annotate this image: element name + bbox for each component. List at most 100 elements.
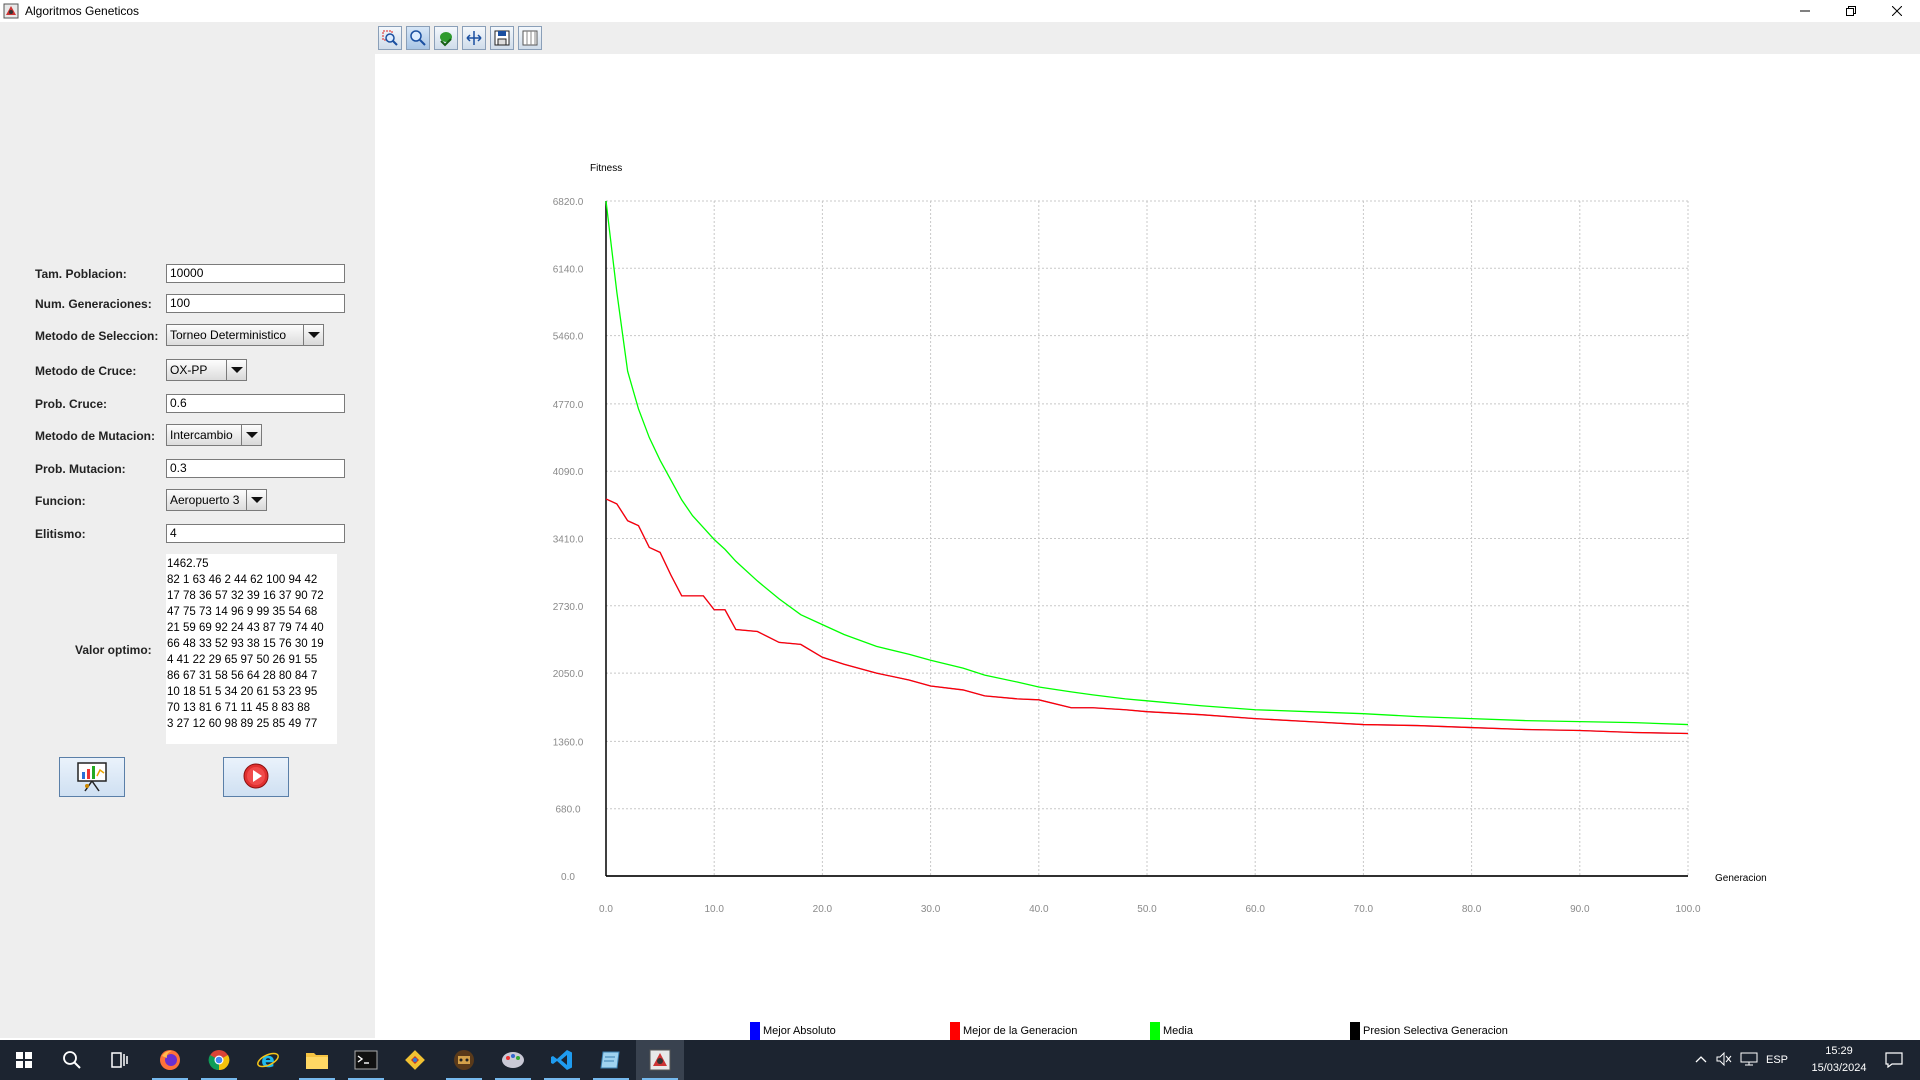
chrome-icon[interactable] — [195, 1040, 243, 1080]
num-generaciones-input[interactable]: 100 — [166, 294, 345, 313]
x-tick-label: 50.0 — [1137, 904, 1157, 915]
legend-item-mejor-absoluto: Mejor Absoluto — [750, 1022, 836, 1040]
funcion-label: Funcion: — [35, 494, 86, 508]
optimo-line: 70 13 81 6 71 11 45 8 83 88 — [167, 702, 311, 714]
chevron-down-icon[interactable] — [226, 360, 246, 380]
valor-optimo-textarea[interactable]: 1462.75 82 1 63 46 2 44 62 100 94 42 17 … — [166, 554, 337, 744]
y-axis-label: Fitness — [590, 163, 622, 174]
x-tick-label: 30.0 — [921, 904, 941, 915]
notepad-icon[interactable] — [587, 1040, 635, 1080]
metodo-mutacion-value: Intercambio — [170, 428, 233, 442]
optimo-line: 17 78 36 57 32 39 16 37 90 72 — [167, 590, 324, 602]
legend-swatch — [1350, 1022, 1360, 1040]
clock[interactable]: 15:29 15/03/2024 — [1804, 1043, 1874, 1077]
zoom-icon[interactable] — [406, 26, 430, 50]
legend-item-mejor-generacion: Mejor de la Generacion — [950, 1022, 1077, 1040]
minimize-icon[interactable] — [1782, 0, 1828, 22]
optimo-line: 47 75 73 14 96 9 99 35 54 68 — [167, 606, 318, 618]
y-tick-label: 5460.0 — [553, 332, 584, 343]
fitness-chart: 0.0 10.0 20.0 30.0 40.0 50.0 60.0 70.0 80.0 90.0 1… — [553, 163, 1767, 915]
clock-date: 15/03/2024 — [1811, 1062, 1867, 1074]
run-button[interactable] — [223, 757, 289, 797]
internet-explorer-icon[interactable]: e — [244, 1040, 292, 1080]
metodo-seleccion-select[interactable]: Torneo Deterministico — [166, 324, 324, 346]
git-icon[interactable] — [391, 1040, 439, 1080]
chart-toolbar — [375, 22, 1920, 54]
optimo-line: 4 41 22 29 65 97 50 26 91 55 — [167, 654, 318, 666]
save-icon[interactable] — [490, 26, 514, 50]
funcion-select[interactable]: Aeropuerto 3 — [166, 489, 267, 511]
x-tick-label: 80.0 — [1462, 904, 1482, 915]
svg-text:e: e — [261, 1048, 275, 1072]
legend-swatch — [750, 1022, 760, 1040]
chevron-down-icon[interactable] — [246, 490, 266, 510]
y-tick-label: 6140.0 — [553, 264, 584, 275]
x-tick-label: 40.0 — [1029, 904, 1049, 915]
fit-to-view-icon[interactable] — [462, 26, 486, 50]
optimo-line: 10 18 51 5 34 20 61 53 23 95 — [167, 686, 318, 698]
legend-swatch — [1150, 1022, 1160, 1040]
metodo-mutacion-label: Metodo de Mutacion: — [35, 429, 155, 443]
language-indicator[interactable]: ESP — [1765, 1054, 1788, 1066]
prob-cruce-input[interactable]: 0.6 — [166, 394, 345, 413]
y-tick-label: 4770.0 — [553, 400, 584, 411]
y-tick-label: 1360.0 — [553, 737, 584, 748]
notification-icon[interactable] — [1868, 1040, 1920, 1080]
java-app-icon[interactable] — [636, 1040, 684, 1080]
terminal-icon[interactable] — [342, 1040, 390, 1080]
x-tick-label: 100.0 — [1675, 904, 1700, 915]
firefox-icon[interactable] — [146, 1040, 194, 1080]
tam-poblacion-input[interactable]: 10000 — [166, 264, 345, 283]
optimo-line: 82 1 63 46 2 44 62 100 94 42 — [167, 574, 318, 586]
game-app-icon[interactable] — [440, 1040, 488, 1080]
elitismo-input[interactable]: 4 — [166, 524, 345, 543]
valor-optimo-label: Valor optimo: — [75, 643, 152, 657]
restore-icon[interactable] — [1828, 0, 1874, 22]
elitismo-label: Elitismo: — [35, 527, 86, 541]
x-tick-label: 0.0 — [599, 904, 613, 915]
y-tick-label: 680.0 — [555, 805, 580, 816]
file-explorer-icon[interactable] — [293, 1040, 341, 1080]
system-tray: ESP — [1690, 1040, 1792, 1080]
legend-item-presion-selectiva: Presion Selectiva Generacion — [1350, 1022, 1508, 1040]
play-icon — [243, 763, 269, 792]
vscode-icon[interactable] — [538, 1040, 586, 1080]
task-view-icon[interactable] — [96, 1040, 144, 1080]
chart-button[interactable] — [59, 757, 125, 797]
clock-time: 15:29 — [1825, 1045, 1853, 1057]
optimo-line: 86 67 31 58 56 64 28 80 84 7 — [167, 670, 318, 682]
x-tick-label: 90.0 — [1570, 904, 1590, 915]
optimo-line: 66 48 33 52 93 38 15 76 30 19 — [167, 638, 324, 650]
y-tick-label: 4090.0 — [553, 467, 584, 478]
y-tick-label: 6820.0 — [553, 197, 584, 208]
tam-poblacion-label: Tam. Poblacion: — [35, 267, 127, 281]
series-line-media — [605, 200, 1689, 726]
legend-label: Media — [1163, 1025, 1193, 1037]
y-tick-label: 0.0 — [561, 872, 575, 883]
metodo-cruce-label: Metodo de Cruce: — [35, 364, 137, 378]
search-icon[interactable] — [48, 1040, 96, 1080]
taskbar: e ESP 15:29 15/03/2024 — [0, 1040, 1920, 1080]
grid-toggle-icon[interactable] — [518, 26, 542, 50]
plot-panel[interactable]: 0.0 10.0 20.0 30.0 40.0 50.0 60.0 70.0 80.0 90.0 1… — [375, 54, 1920, 1038]
metodo-cruce-value: OX-PP — [170, 363, 208, 377]
chevron-down-icon[interactable] — [241, 425, 261, 445]
network-icon[interactable] — [1736, 1052, 1762, 1069]
speaker-muted-icon[interactable] — [1712, 1051, 1736, 1069]
legend-item-media: Media — [1150, 1022, 1193, 1040]
metodo-cruce-select[interactable]: OX-PP — [166, 359, 247, 381]
paint-app-icon[interactable] — [489, 1040, 537, 1080]
metodo-seleccion-value: Torneo Deterministico — [170, 328, 287, 342]
close-icon[interactable] — [1874, 0, 1920, 22]
chevron-up-icon[interactable] — [1690, 1054, 1712, 1066]
zoom-region-icon[interactable] — [378, 26, 402, 50]
optimo-line: 21 59 69 92 24 43 87 79 74 40 — [167, 622, 324, 634]
prob-mutacion-input[interactable]: 0.3 — [166, 459, 345, 478]
windows-start-icon[interactable] — [0, 1040, 48, 1080]
prob-cruce-label: Prob. Cruce: — [35, 397, 108, 411]
metodo-mutacion-select[interactable]: Intercambio — [166, 424, 262, 446]
chevron-down-icon[interactable] — [303, 325, 323, 345]
pan-icon[interactable] — [434, 26, 458, 50]
y-tick-label: 2730.0 — [553, 602, 584, 613]
x-tick-label: 10.0 — [704, 904, 724, 915]
